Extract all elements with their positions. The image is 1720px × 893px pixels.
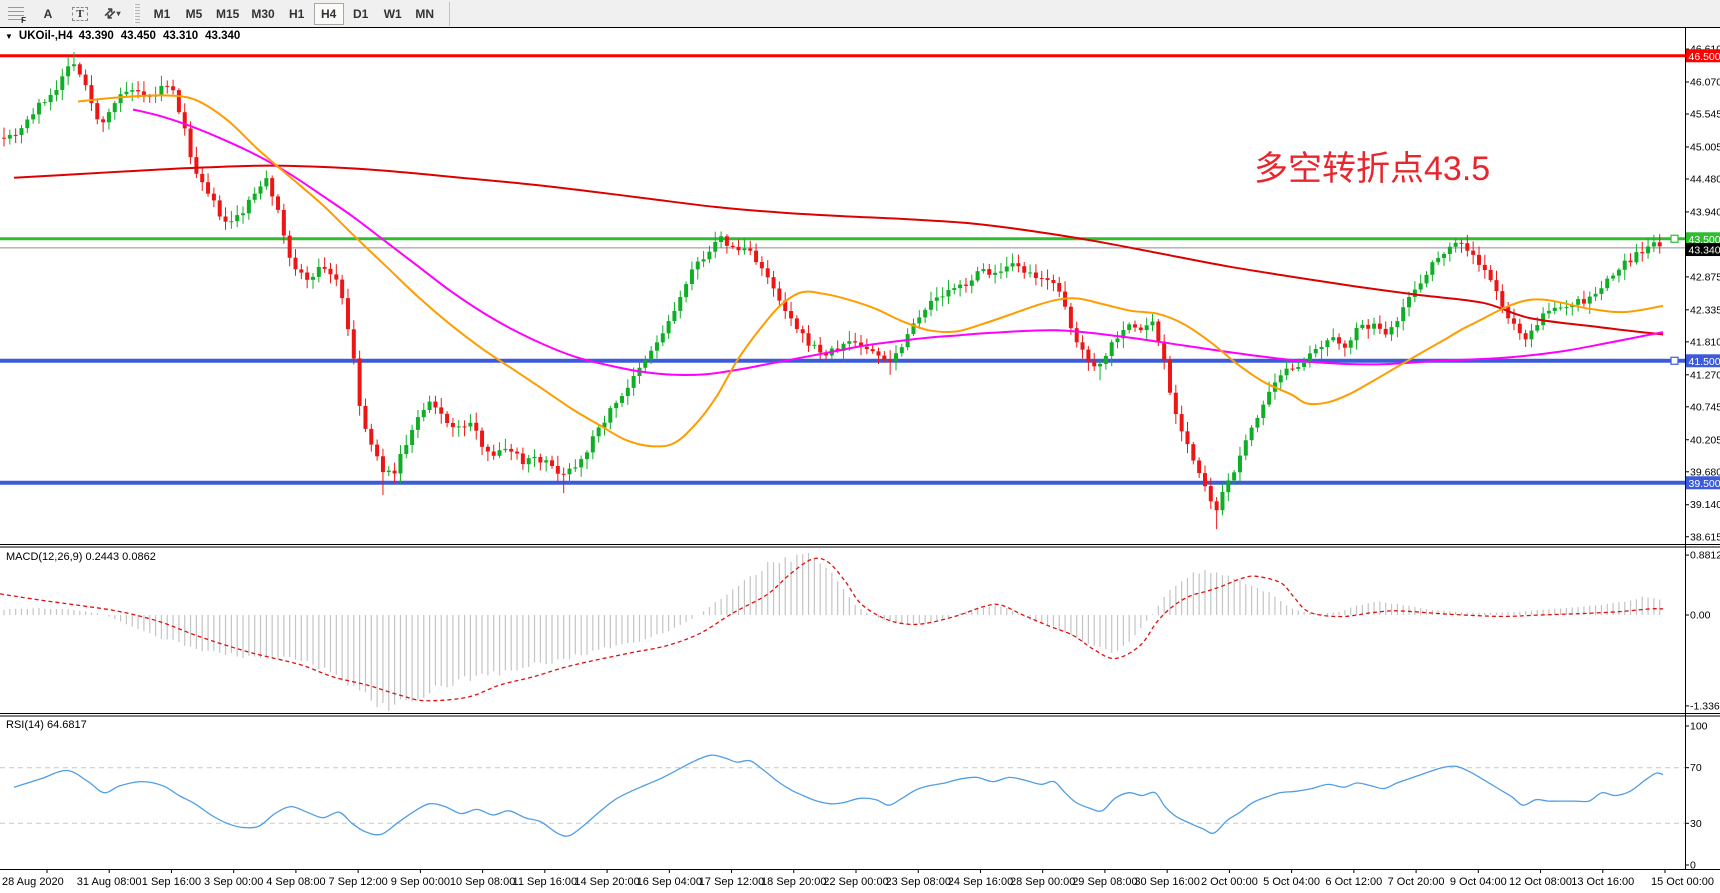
text-tool-icon: A xyxy=(43,6,53,21)
chart-title: ▼ UKOil-,H4 43.390 43.450 43.310 43.340 xyxy=(5,30,240,42)
svg-text:7 Sep 12:00: 7 Sep 12:00 xyxy=(328,876,387,888)
timeframe-button-m30[interactable]: M30 xyxy=(246,3,279,25)
svg-text:41.500: 41.500 xyxy=(1689,356,1720,368)
timeframe-button-m15[interactable]: M15 xyxy=(211,3,244,25)
arrows-icon: ⇅ xyxy=(100,3,119,23)
svg-text:40.745: 40.745 xyxy=(1690,401,1720,413)
svg-text:13 Oct 16:00: 13 Oct 16:00 xyxy=(1571,876,1634,888)
ma-fast xyxy=(77,94,1664,448)
timeframe-group: M1 M5 M15 M30 H1 H4 D1 W1 MN xyxy=(146,2,441,25)
svg-text:10 Sep 08:00: 10 Sep 08:00 xyxy=(450,876,515,888)
svg-text:41.810: 41.810 xyxy=(1690,336,1720,348)
svg-text:16 Sep 04:00: 16 Sep 04:00 xyxy=(637,876,702,888)
toolbar-separator-handle[interactable] xyxy=(134,3,140,24)
ohlc-low: 43.310 xyxy=(162,30,199,42)
ma-mid xyxy=(132,108,1664,376)
macd-panel: 0.8812 0.00 -1.3368 xyxy=(0,550,1720,712)
panel-frame xyxy=(0,27,1720,870)
ohlc-open: 43.390 xyxy=(78,30,114,42)
svg-text:46.500: 46.500 xyxy=(1689,51,1720,63)
text-tool-button[interactable]: A xyxy=(33,3,63,25)
svg-text:2 Oct 00:00: 2 Oct 00:00 xyxy=(1201,876,1258,888)
svg-text:41.270: 41.270 xyxy=(1690,369,1720,381)
svg-text:14 Sep 20:00: 14 Sep 20:00 xyxy=(574,876,639,888)
price-axis: 46.61046.07045.54545.00544.48043.94042.8… xyxy=(1685,44,1720,543)
rsi-panel: 100 70 30 0 xyxy=(0,721,1708,872)
svg-text:70: 70 xyxy=(1690,762,1702,774)
svg-text:44.480: 44.480 xyxy=(1690,173,1720,185)
svg-text:9 Oct 04:00: 9 Oct 04:00 xyxy=(1450,876,1507,888)
svg-text:40.205: 40.205 xyxy=(1690,434,1720,446)
svg-text:30: 30 xyxy=(1690,818,1702,830)
svg-text:12 Oct 08:00: 12 Oct 08:00 xyxy=(1509,876,1572,888)
timeframe-button-w1[interactable]: W1 xyxy=(378,3,408,25)
fibonacci-tool-button[interactable]: F xyxy=(1,3,31,25)
moving-average-lines xyxy=(13,94,1664,448)
timeframe-button-m5[interactable]: M5 xyxy=(179,3,209,25)
svg-text:45.005: 45.005 xyxy=(1690,141,1720,153)
svg-text:18 Sep 20:00: 18 Sep 20:00 xyxy=(761,876,826,888)
svg-text:23 Sep 08:00: 23 Sep 08:00 xyxy=(886,876,951,888)
svg-text:31 Aug 08:00: 31 Aug 08:00 xyxy=(77,876,142,888)
svg-text:30 Sep 16:00: 30 Sep 16:00 xyxy=(1134,876,1199,888)
svg-text:42.335: 42.335 xyxy=(1690,304,1720,316)
svg-text:0.8812: 0.8812 xyxy=(1690,550,1720,562)
timeframe-button-mn[interactable]: MN xyxy=(410,3,440,25)
svg-text:4 Sep 08:00: 4 Sep 08:00 xyxy=(266,876,325,888)
panel-separators[interactable] xyxy=(0,544,1720,717)
toolbar: F A T ⇅ ▾ M1 M5 M15 M30 H1 H4 D1 W1 MN xyxy=(0,0,1720,27)
svg-text:15 Oct 00:00: 15 Oct 00:00 xyxy=(1651,876,1714,888)
symbol-label: UKOil-,H4 xyxy=(18,30,73,42)
text-label-icon: T xyxy=(72,6,88,21)
svg-text:28 Aug 2020: 28 Aug 2020 xyxy=(2,876,64,888)
svg-text:46.070: 46.070 xyxy=(1690,77,1720,89)
svg-text:0: 0 xyxy=(1690,860,1696,872)
ohlc-high: 43.450 xyxy=(120,30,156,42)
svg-text:28 Sep 00:00: 28 Sep 00:00 xyxy=(1010,876,1075,888)
svg-text:22 Sep 00:00: 22 Sep 00:00 xyxy=(823,876,888,888)
svg-text:9 Sep 00:00: 9 Sep 00:00 xyxy=(391,876,450,888)
svg-text:100: 100 xyxy=(1690,721,1708,733)
ma-slow xyxy=(13,164,1664,336)
svg-text:24 Sep 16:00: 24 Sep 16:00 xyxy=(948,876,1013,888)
arrows-tool-button[interactable]: ⇅ ▾ xyxy=(97,3,127,25)
svg-text:42.875: 42.875 xyxy=(1690,271,1720,283)
svg-text:7 Oct 20:00: 7 Oct 20:00 xyxy=(1388,876,1445,888)
chart-menu-icon[interactable]: ▼ xyxy=(5,31,13,41)
svg-text:-1.3368: -1.3368 xyxy=(1690,700,1720,712)
time-axis: 28 Aug 2020 31 Aug 08:00 1 Sep 16:00 3 Sep … xyxy=(2,869,1714,888)
svg-text:39.500: 39.500 xyxy=(1689,478,1720,490)
timeframe-button-d1[interactable]: D1 xyxy=(346,3,376,25)
svg-text:11 Sep 16:00: 11 Sep 16:00 xyxy=(513,876,578,888)
toolbar-divider xyxy=(448,1,450,26)
svg-text:1 Sep 16:00: 1 Sep 16:00 xyxy=(142,876,201,888)
timeframe-button-h4[interactable]: H4 xyxy=(313,2,344,25)
svg-text:45.545: 45.545 xyxy=(1690,109,1720,121)
svg-text:6 Oct 12:00: 6 Oct 12:00 xyxy=(1325,876,1382,888)
text-label-tool-button[interactable]: T xyxy=(65,3,95,25)
horizontal-line-objects[interactable] xyxy=(0,54,1685,485)
svg-text:17 Sep 12:00: 17 Sep 12:00 xyxy=(699,876,764,888)
svg-text:39.680: 39.680 xyxy=(1690,466,1720,478)
macd-indicator-label: MACD(12,26,9) 0.2443 0.0862 xyxy=(6,551,156,563)
timeframe-button-h1[interactable]: H1 xyxy=(282,3,312,25)
svg-text:43.500: 43.500 xyxy=(1689,234,1720,246)
svg-text:3 Sep 00:00: 3 Sep 00:00 xyxy=(204,876,263,888)
svg-text:39.140: 39.140 xyxy=(1690,499,1720,511)
timeframe-button-m1[interactable]: M1 xyxy=(147,3,177,25)
fibonacci-icon: F xyxy=(8,6,26,25)
rsi-line xyxy=(13,754,1664,837)
svg-text:0.00: 0.00 xyxy=(1690,610,1711,622)
svg-text:5 Oct 04:00: 5 Oct 04:00 xyxy=(1263,876,1320,888)
ohlc-close: 43.340 xyxy=(205,30,241,42)
chevron-down-icon: ▾ xyxy=(116,9,121,18)
svg-text:43.340: 43.340 xyxy=(1689,245,1720,257)
chart-text-annotation[interactable]: 多空转折点43.5 xyxy=(1254,150,1491,188)
svg-text:43.940: 43.940 xyxy=(1690,206,1720,218)
svg-text:38.615: 38.615 xyxy=(1690,531,1720,543)
svg-text:29 Sep 08:00: 29 Sep 08:00 xyxy=(1072,876,1137,888)
rsi-indicator-label: RSI(14) 64.6817 xyxy=(6,719,87,731)
